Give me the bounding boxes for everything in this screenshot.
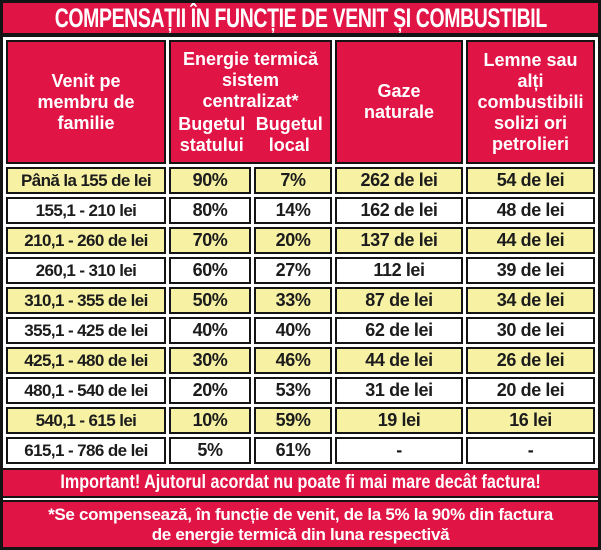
wood-cell: 48 de lei xyxy=(466,197,596,224)
gas-cell: 87 de lei xyxy=(335,287,464,314)
gas-cell: 31 de lei xyxy=(335,377,464,404)
income-cell: 355,1 - 425 de lei xyxy=(6,317,166,344)
table-row: 480,1 - 540 de lei 20% 53% 31 de lei 20 … xyxy=(6,377,596,404)
local-budget-cell: 27% xyxy=(254,257,333,284)
header-local-budget: Bugetul local xyxy=(255,113,323,155)
income-cell: 615,1 - 786 de lei xyxy=(6,437,166,464)
local-budget-cell: 53% xyxy=(254,377,333,404)
income-cell: 540,1 - 615 lei xyxy=(6,407,166,434)
wood-cell: 30 de lei xyxy=(466,317,596,344)
table-row: 210,1 - 260 de lei 70% 20% 137 de lei 44… xyxy=(6,227,596,254)
wood-cell: 16 lei xyxy=(466,407,596,434)
wood-cell: 20 de lei xyxy=(466,377,596,404)
gas-cell: 112 lei xyxy=(335,257,464,284)
income-cell: 480,1 - 540 de lei xyxy=(6,377,166,404)
income-cell: 310,1 - 355 de lei xyxy=(6,287,166,314)
table-row: 260,1 - 310 lei 60% 27% 112 lei 39 de le… xyxy=(6,257,596,284)
wood-cell: 34 de lei xyxy=(466,287,596,314)
header-income: Venit pe membru de familie xyxy=(6,40,166,164)
gas-cell: 137 de lei xyxy=(335,227,464,254)
gas-cell: 44 de lei xyxy=(335,347,464,374)
header-thermal-group: Energie termică sistem centralizat* Buge… xyxy=(169,40,333,164)
gas-cell: 262 de lei xyxy=(335,167,464,194)
important-text: Important! Ajutorul acordat nu poate fi … xyxy=(60,472,541,493)
local-budget-cell: 46% xyxy=(254,347,333,374)
income-cell: 260,1 - 310 lei xyxy=(6,257,166,284)
header-wood: Lemne sau alți combustibili solizi ori p… xyxy=(466,40,596,164)
table-row: 355,1 - 425 de lei 40% 40% 62 de lei 30 … xyxy=(6,317,596,344)
local-budget-cell: 40% xyxy=(254,317,333,344)
table-row: 540,1 - 615 lei 10% 59% 19 lei 16 lei xyxy=(6,407,596,434)
income-cell: 155,1 - 210 lei xyxy=(6,197,166,224)
wood-cell: 54 de lei xyxy=(466,167,596,194)
header-thermal-subcolumns: Bugetul statului Bugetul local xyxy=(173,114,328,156)
wood-cell: 39 de lei xyxy=(466,257,596,284)
important-banner: Important! Ajutorul acordat nu poate fi … xyxy=(3,468,598,498)
gas-cell: - xyxy=(335,437,464,464)
header-state-budget: Bugetul statului xyxy=(178,113,246,155)
wood-cell: 26 de lei xyxy=(466,347,596,374)
state-budget-cell: 80% xyxy=(169,197,251,224)
income-cell: Până la 155 de lei xyxy=(6,167,166,194)
state-budget-cell: 40% xyxy=(169,317,251,344)
table-row: 615,1 - 786 de lei 5% 61% - - xyxy=(6,437,596,464)
gas-cell: 62 de lei xyxy=(335,317,464,344)
table-row: Până la 155 de lei 90% 7% 262 de lei 54 … xyxy=(6,167,596,194)
local-budget-cell: 33% xyxy=(254,287,333,314)
gas-cell: 162 de lei xyxy=(335,197,464,224)
state-budget-cell: 20% xyxy=(169,377,251,404)
table-row: 310,1 - 355 de lei 50% 33% 87 de lei 34 … xyxy=(6,287,596,314)
local-budget-cell: 14% xyxy=(254,197,333,224)
state-budget-cell: 5% xyxy=(169,437,251,464)
table-row: 425,1 - 480 de lei 30% 46% 44 de lei 26 … xyxy=(6,347,596,374)
header-thermal-label: Energie termică sistem centralizat* xyxy=(182,48,319,111)
state-budget-cell: 10% xyxy=(169,407,251,434)
local-budget-cell: 59% xyxy=(254,407,333,434)
gas-cell: 19 lei xyxy=(335,407,464,434)
header-gas: Gaze naturale xyxy=(335,40,464,164)
state-budget-cell: 30% xyxy=(169,347,251,374)
state-budget-cell: 60% xyxy=(169,257,251,284)
wood-cell: 44 de lei xyxy=(466,227,596,254)
income-cell: 210,1 - 260 de lei xyxy=(6,227,166,254)
state-budget-cell: 70% xyxy=(169,227,251,254)
title-banner: COMPENSAȚII ÎN FUNCȚIE DE VENIT ȘI COMBU… xyxy=(3,3,598,37)
compensation-table: Venit pe membru de familie Energie termi… xyxy=(3,37,598,467)
state-budget-cell: 50% xyxy=(169,287,251,314)
page-title: COMPENSAȚII ÎN FUNCȚIE DE VENIT ȘI COMBU… xyxy=(54,3,547,33)
income-cell: 425,1 - 480 de lei xyxy=(6,347,166,374)
local-budget-cell: 7% xyxy=(254,167,333,194)
wood-cell: - xyxy=(466,437,596,464)
footnote-banner: *Se compensează, în funcție de venit, de… xyxy=(3,500,598,547)
local-budget-cell: 20% xyxy=(254,227,333,254)
table-row: 155,1 - 210 lei 80% 14% 162 de lei 48 de… xyxy=(6,197,596,224)
state-budget-cell: 90% xyxy=(169,167,251,194)
header-row: Venit pe membru de familie Energie termi… xyxy=(6,40,596,164)
local-budget-cell: 61% xyxy=(254,437,333,464)
